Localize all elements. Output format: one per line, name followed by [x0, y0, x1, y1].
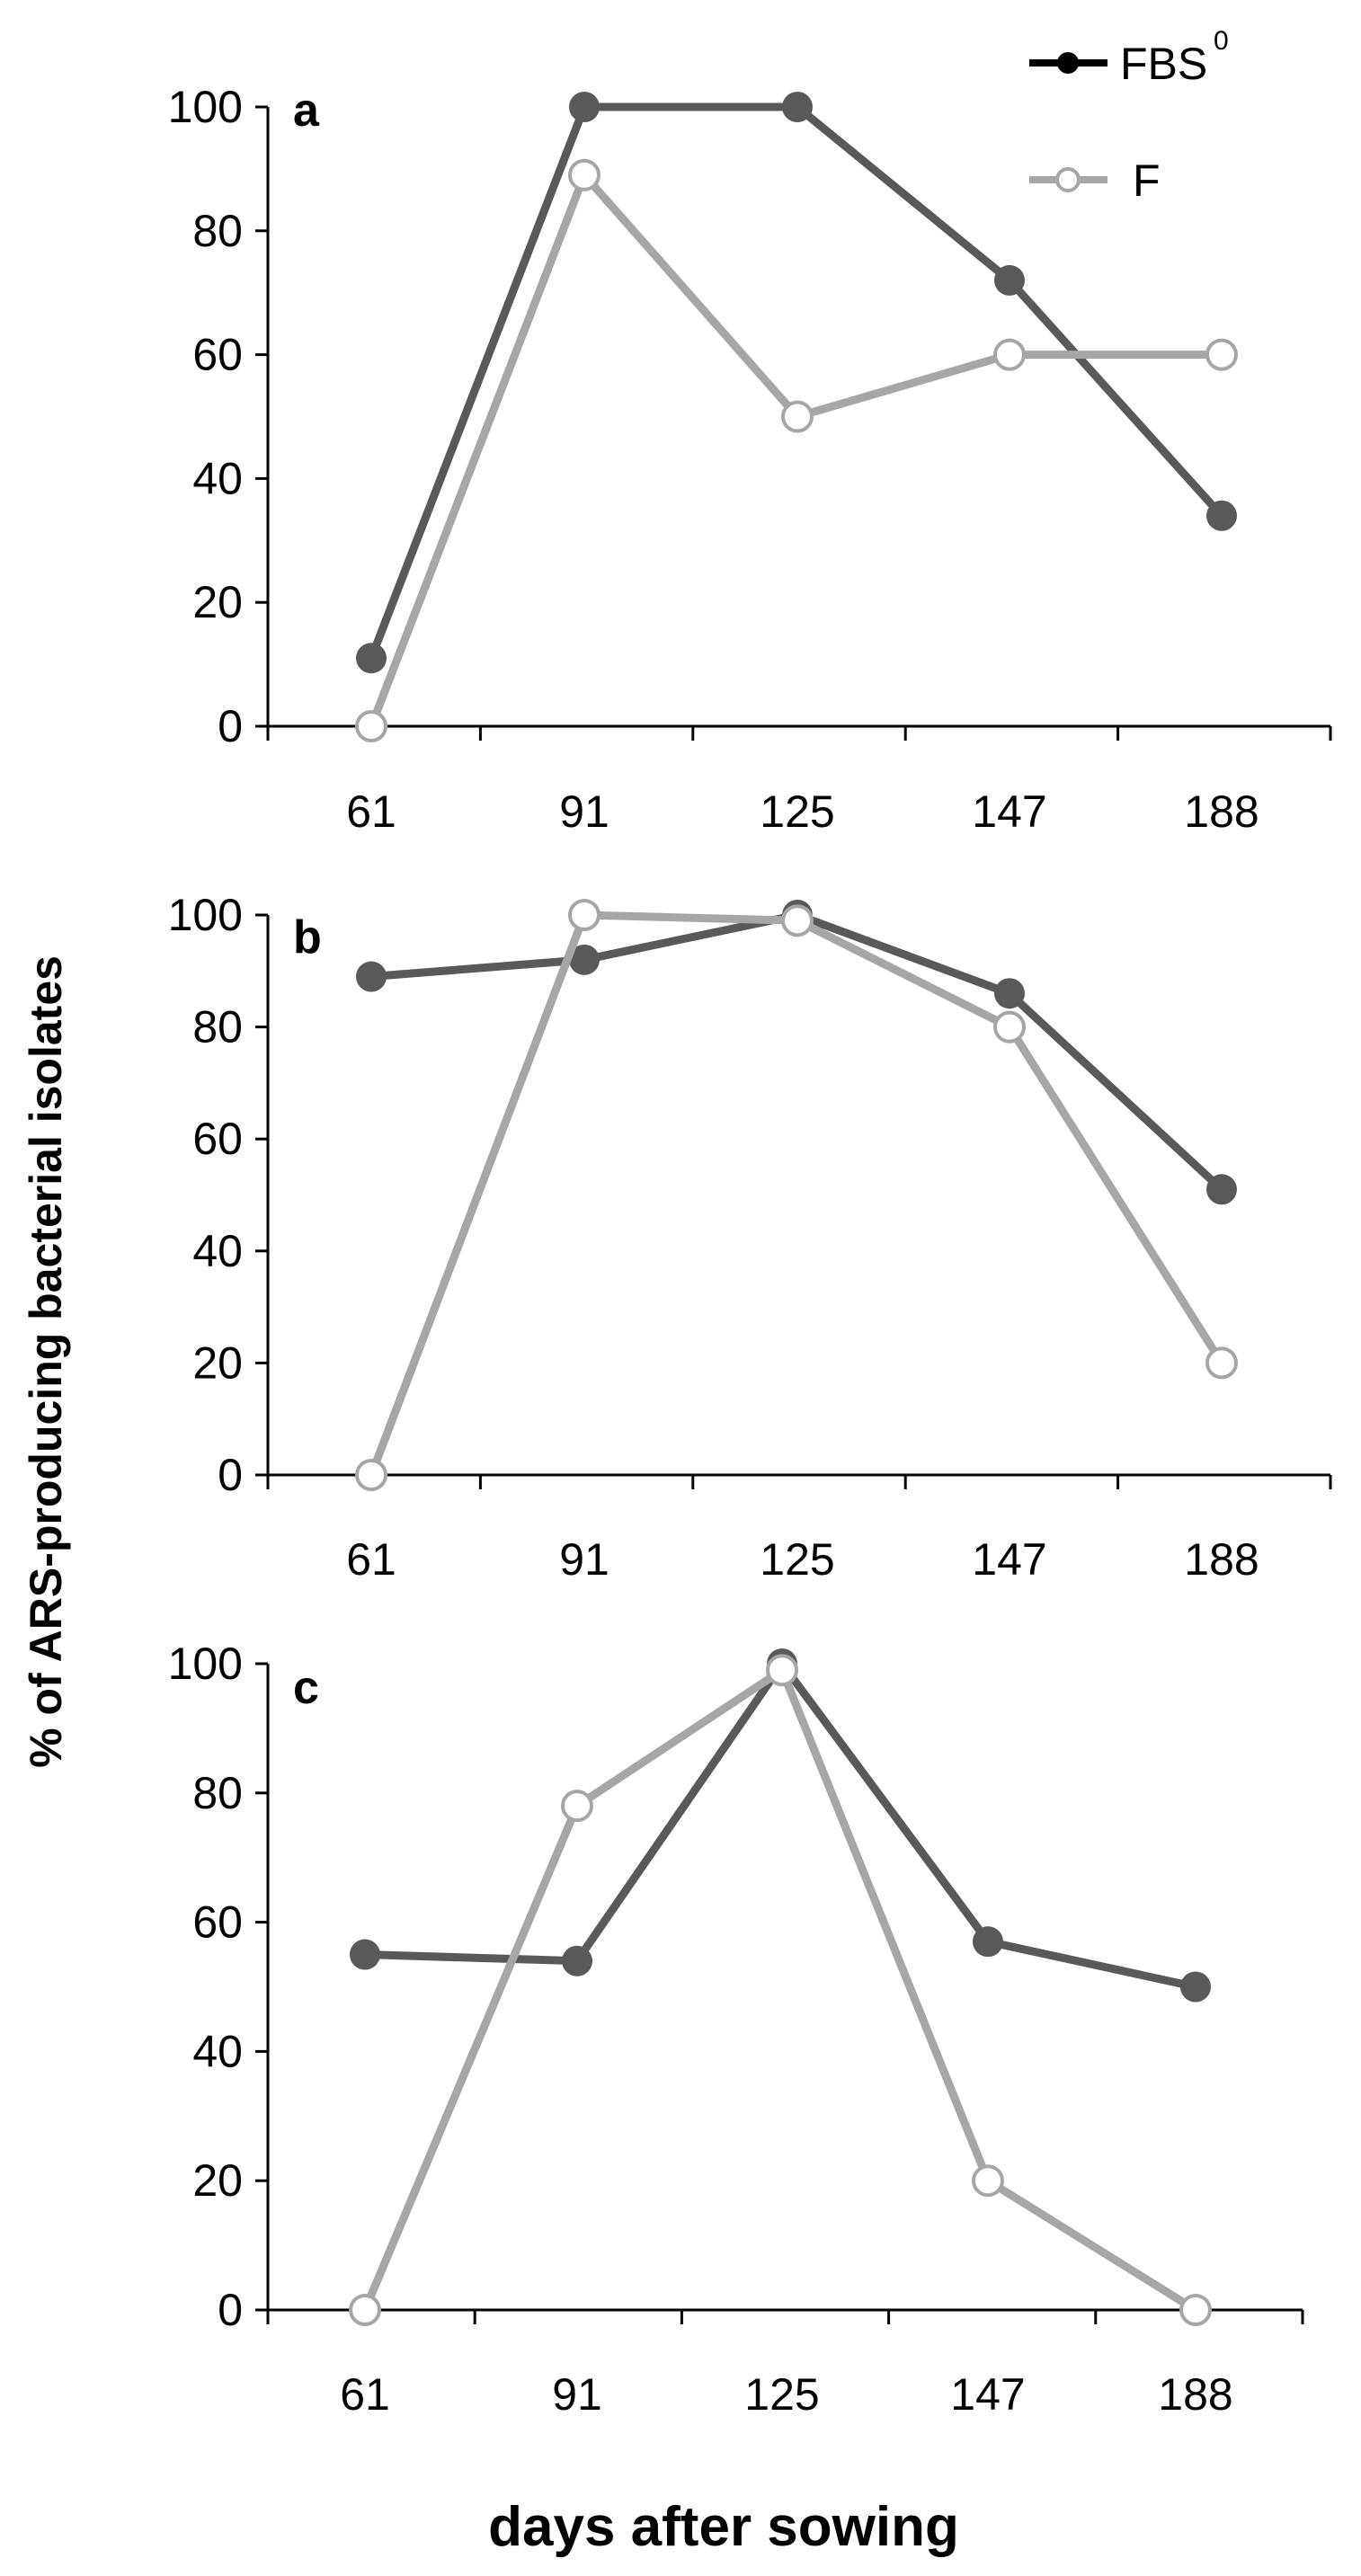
panel-a-letter: a [293, 84, 320, 137]
panel-b-y-tick-label: 0 [218, 1450, 243, 1500]
panel-b-x-tick-label: 61 [346, 1534, 396, 1585]
panel-a-y-tick-label: 0 [218, 701, 243, 751]
panel-b-series-f-line [367, 910, 1226, 1479]
panel-b-series-f-point [1205, 1346, 1238, 1380]
panel-c-series-fbs-point [562, 1945, 592, 1976]
panel-a-series-f-point [1205, 338, 1238, 371]
panel-a-series-fbs-point [356, 643, 387, 674]
panel-c: 0 20 40 60 80 100 61 91 125 147 188 c [168, 1639, 1304, 2420]
panel-c-series-f-point [766, 1654, 798, 1687]
panel-c-x-tick-label: 91 [552, 2369, 602, 2420]
legend-f-marker [1055, 167, 1081, 192]
panel-a-y-tick-label: 20 [192, 577, 243, 627]
panel-c-series-f-point [1179, 2294, 1212, 2326]
panel-a-x-tick-label: 188 [1184, 786, 1259, 837]
panel-a-series-f-point [993, 338, 1026, 371]
panel-a-series-fbs-point [569, 92, 600, 122]
legend-f-label: F [1133, 155, 1161, 206]
panel-a-series-f-line [367, 171, 1226, 731]
panel-a-x-tick-label: 147 [972, 786, 1046, 837]
panel-c-x-tick-label: 125 [744, 2369, 819, 2420]
panel-c-y-tick-label: 80 [192, 1768, 243, 1818]
panel-c-y-tick-label: 40 [192, 2026, 243, 2076]
panel-c-series-fbs-point [973, 1926, 1003, 1958]
panel-c-y-tick-label: 0 [218, 2285, 243, 2335]
panel-b: 0 20 40 60 80 100 61 91 125 147 188 b [168, 890, 1332, 1585]
panel-c-series-f-point [561, 1790, 593, 1823]
panel-b-y-tick-label: 60 [192, 1114, 243, 1164]
panel-b-x-tick-label: 147 [972, 1534, 1046, 1585]
panel-b-series-f-point [993, 1010, 1026, 1044]
panel-a-y-tick-label: 60 [192, 330, 243, 380]
panel-c-y-tick-label: 60 [192, 1897, 243, 1948]
panel-c-series-f-line [360, 1666, 1200, 2314]
panel-a-series-f-point [568, 158, 600, 191]
panel-c-x-tick-label: 61 [340, 2369, 390, 2420]
panel-b-x-tick-label: 91 [559, 1534, 609, 1585]
panel-a-series-f-point [355, 710, 387, 742]
panel-b-series-fbs-point [356, 961, 387, 992]
panel-b-x-tick-label: 188 [1184, 1534, 1259, 1585]
panel-b-series-f-point [781, 904, 814, 937]
panel-a-series-fbs-point [782, 92, 813, 122]
panel-c-series-fbs-point [1180, 1971, 1211, 2003]
panel-a-y-tick-label: 80 [192, 206, 243, 256]
panel-a: 0 20 40 60 80 100 61 91 125 147 188 a [168, 82, 1332, 837]
panel-b-y-tick-label: 40 [192, 1226, 243, 1276]
panel-c-y-tick-label: 20 [192, 2155, 243, 2206]
panel-a-y-tick-label: 40 [192, 453, 243, 503]
panel-c-series-fbs-line [360, 1659, 1200, 1991]
panel-a-series-fbs-point [1206, 500, 1237, 531]
panel-a-series-fbs-point [994, 264, 1025, 296]
panel-c-letter: c [293, 1662, 319, 1714]
y-axis-title: % of ARS-producing bacterial isolates [21, 955, 71, 1768]
panel-b-letter: b [293, 911, 322, 964]
panel-a-series-f-point [781, 400, 814, 433]
panel-b-series-fbs-point [1206, 1174, 1237, 1205]
panel-a-y-tick-label: 100 [168, 82, 243, 132]
panel-c-series-fbs-point [350, 1939, 380, 1970]
panel-a-series-fbs-line [367, 102, 1226, 662]
panel-a-x-tick-label: 91 [559, 786, 609, 837]
panel-b-y-tick-label: 80 [192, 1002, 243, 1053]
panel-c-x-tick-label: 188 [1158, 2369, 1232, 2420]
panel-a-x-tick-label: 125 [760, 786, 834, 837]
legend-fbs-label: FBS [1120, 39, 1207, 89]
panel-b-series-f-point [568, 899, 600, 931]
panel-b-y-tick-label: 100 [168, 890, 243, 940]
panel-c-series-f-point [972, 2164, 1004, 2198]
panel-a-x-tick-label: 61 [346, 786, 396, 837]
panel-b-series-fbs-point [569, 944, 600, 975]
panel-c-x-tick-label: 147 [950, 2369, 1025, 2420]
panel-b-y-tick-label: 20 [192, 1337, 243, 1388]
x-axis-title: days after sowing [488, 2496, 959, 2558]
panel-b-x-tick-label: 125 [760, 1534, 834, 1585]
panel-b-series-fbs-point [994, 978, 1025, 1009]
legend-fbs-marker [1057, 52, 1079, 74]
legend-fbs-superscript: 0 [1214, 26, 1229, 56]
panel-c-y-tick-label: 100 [168, 1639, 243, 1689]
panel-b-series-f-point [355, 1459, 387, 1491]
legend: FBS 0 F [1029, 26, 1229, 206]
panel-c-series-f-point [349, 2294, 381, 2326]
